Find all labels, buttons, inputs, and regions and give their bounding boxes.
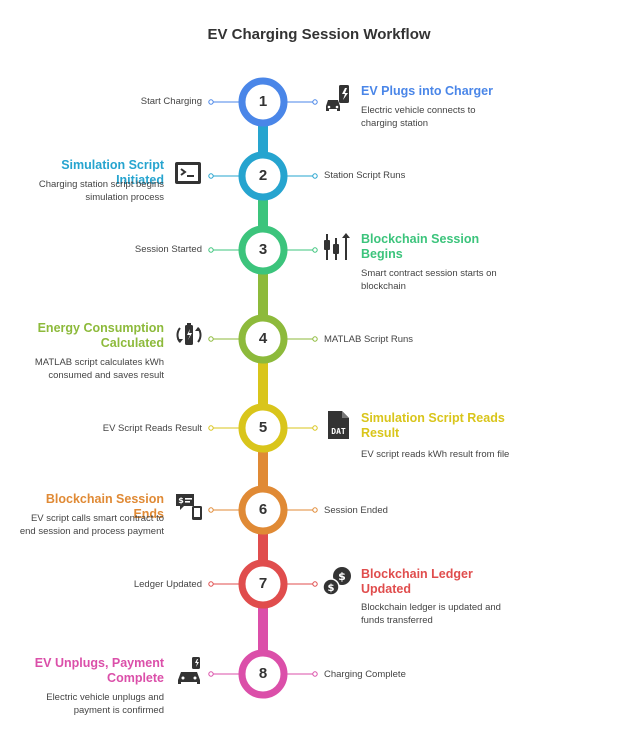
dat-file-icon: DAT bbox=[323, 410, 353, 440]
spine-segment-1 bbox=[258, 125, 268, 153]
battery-charging-icon bbox=[174, 320, 204, 350]
step-6-description: EV script calls smart contract to end se… bbox=[19, 513, 164, 537]
candlestick-icon bbox=[322, 232, 352, 262]
step-2-short-connector-dot bbox=[312, 173, 318, 179]
step-7-heading: Blockchain Ledger Updated bbox=[361, 567, 473, 596]
payment-chat-icon: $ bbox=[174, 491, 204, 521]
step-8-number: 8 bbox=[258, 665, 268, 682]
svg-text:$: $ bbox=[338, 570, 346, 583]
step-3-heading-connector-dot bbox=[312, 247, 318, 253]
ev-charger-icon bbox=[322, 84, 352, 114]
svg-text:DAT: DAT bbox=[331, 427, 346, 436]
step-4-heading-connector-dot bbox=[208, 336, 214, 342]
step-7-description: Blockchain ledger is updated and funds t… bbox=[361, 602, 501, 626]
step-3-circle bbox=[238, 225, 288, 275]
step-7-circle bbox=[238, 559, 288, 609]
step-3-short-connector-dot bbox=[208, 247, 214, 253]
svg-text:$: $ bbox=[178, 496, 184, 505]
step-6-short-label: Session Ended bbox=[324, 505, 388, 516]
step-1-circle bbox=[238, 77, 288, 127]
step-8-short-label: Charging Complete bbox=[324, 669, 406, 680]
step-5-circle bbox=[238, 403, 288, 453]
step-1-number: 1 bbox=[258, 93, 268, 110]
step-5-short-label: EV Script Reads Result bbox=[102, 423, 202, 434]
step-8-description: Electric vehicle unplugs and payment is … bbox=[46, 692, 164, 716]
step-3-heading: Blockchain Session Begins bbox=[361, 232, 480, 261]
step-5-number: 5 bbox=[258, 419, 268, 436]
step-2-heading-connector-dot bbox=[208, 173, 214, 179]
spine-segment-4 bbox=[258, 362, 268, 405]
step-7-number: 7 bbox=[258, 575, 268, 592]
spine-segment-6 bbox=[258, 533, 268, 561]
step-5-heading: Simulation Script Reads Result bbox=[361, 411, 505, 440]
step-4-short-connector-dot bbox=[312, 336, 318, 342]
coins-icon: $ $ bbox=[322, 566, 352, 596]
step-7-short-connector-dot bbox=[208, 581, 214, 587]
ev-car-icon bbox=[175, 656, 205, 686]
step-8-circle bbox=[238, 649, 288, 699]
step-4-description: MATLAB script calculates kWh consumed an… bbox=[34, 357, 164, 381]
step-5-short-connector-dot bbox=[208, 425, 214, 431]
step-6-heading-connector-dot bbox=[208, 507, 214, 513]
step-6-heading: Blockchain Session Ends bbox=[45, 492, 164, 521]
step-4-short-label: MATLAB Script Runs bbox=[324, 334, 414, 345]
step-2-number: 2 bbox=[258, 167, 268, 184]
step-6-circle bbox=[238, 485, 288, 535]
step-8-heading-connector-dot bbox=[208, 671, 214, 677]
step-3-short-label: Session Started bbox=[134, 244, 202, 255]
step-2-short-label: Station Script Runs bbox=[324, 170, 406, 181]
step-4-number: 4 bbox=[258, 330, 268, 347]
step-7-heading-connector-dot bbox=[312, 581, 318, 587]
step-4-heading: Energy Consumption Calculated bbox=[37, 321, 164, 350]
step-3-description: Smart contract session starts on blockch… bbox=[361, 268, 497, 292]
step-2-description: Charging station script begins simulatio… bbox=[38, 179, 164, 203]
step-8-heading: EV Unplugs, Payment Complete bbox=[34, 656, 164, 685]
step-8-short-connector-dot bbox=[312, 671, 318, 677]
step-1-short-connector-dot bbox=[208, 99, 214, 105]
svg-text:$: $ bbox=[328, 583, 335, 594]
step-6-number: 6 bbox=[258, 501, 268, 518]
page-title: EV Charging Session Workflow bbox=[207, 26, 431, 43]
step-5-heading-connector-dot bbox=[312, 425, 318, 431]
terminal-icon bbox=[173, 158, 203, 188]
step-1-heading: EV Plugs into Charger bbox=[361, 84, 493, 98]
step-7-short-label: Ledger Updated bbox=[133, 579, 202, 590]
step-2-circle bbox=[238, 151, 288, 201]
step-2-heading: Simulation Script Initiated bbox=[61, 158, 164, 187]
step-1-short-label: Start Charging bbox=[140, 96, 202, 107]
spine-segment-2 bbox=[258, 199, 268, 227]
spine-segment-5 bbox=[258, 451, 268, 487]
step-1-description: Electric vehicle connects to charging st… bbox=[361, 105, 476, 129]
step-5-description: EV script reads kWh result from file bbox=[361, 449, 510, 460]
spine-segment-7 bbox=[258, 607, 268, 651]
step-6-short-connector-dot bbox=[312, 507, 318, 513]
step-4-circle bbox=[238, 314, 288, 364]
step-1-heading-connector-dot bbox=[312, 99, 318, 105]
step-3-number: 3 bbox=[258, 241, 268, 258]
spine-segment-3 bbox=[258, 273, 268, 316]
